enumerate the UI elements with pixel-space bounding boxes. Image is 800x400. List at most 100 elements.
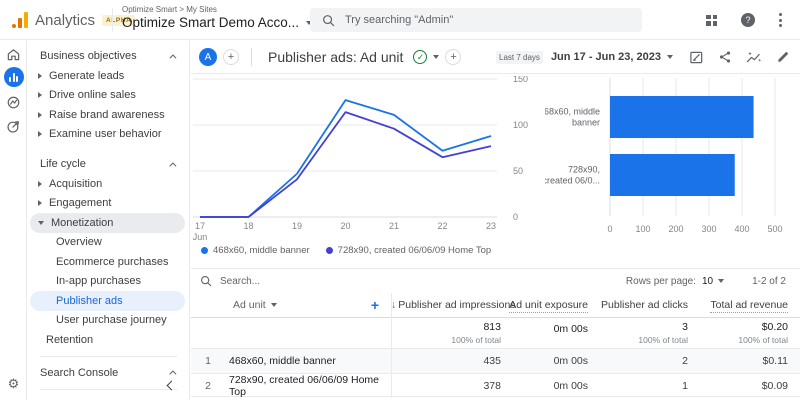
- column-header-impressions[interactable]: ↓ Publisher ad impressions: [391, 299, 516, 311]
- chart-legend: 468x60, middle banner 728x90, created 06/…: [201, 245, 491, 256]
- svg-text:200: 200: [668, 224, 683, 234]
- app-bar: Analytics ALPHA Optimize Smart > My Site…: [0, 0, 800, 40]
- chevron-down-icon: [270, 303, 277, 307]
- expand-arrow-icon: [38, 131, 42, 138]
- report-sidebar: Business objectives Generate leads Drive…: [28, 41, 190, 400]
- sidebar-item-generate-leads[interactable]: Generate leads: [28, 66, 189, 86]
- table-search-input[interactable]: Search...: [220, 275, 261, 287]
- divider: [40, 355, 177, 357]
- table-header-row: Ad unit + ↓ Publisher ad impressions Ad u…: [191, 293, 800, 318]
- sort-desc-icon: ↓: [391, 299, 397, 311]
- analytics-logo-icon: [12, 12, 28, 28]
- svg-text:468x60, middle: 468x60, middle: [545, 107, 600, 117]
- collapse-arrow-icon: [38, 220, 44, 225]
- legend-item[interactable]: 728x90, created 06/06/09 Home Top: [325, 245, 491, 256]
- chevron-up-icon: [169, 53, 177, 61]
- sidebar-item-overview[interactable]: Overview: [56, 236, 102, 249]
- ad-unit-name: 728x90, created 06/06/09 Home Top: [229, 374, 380, 398]
- expand-arrow-icon: [38, 92, 42, 99]
- breadcrumb: Optimize Smart > My Sites: [122, 5, 217, 14]
- search-icon: [200, 275, 212, 287]
- date-range[interactable]: Jun 17 - Jun 23, 2023: [550, 51, 661, 63]
- svg-text:400: 400: [734, 224, 749, 234]
- advertising-icon[interactable]: [0, 119, 27, 134]
- edit-pencil-icon[interactable]: [776, 50, 790, 64]
- help-icon[interactable]: ?: [741, 13, 755, 27]
- sidebar-item-ecommerce-purchases[interactable]: Ecommerce purchases: [56, 255, 169, 268]
- add-column-button[interactable]: +: [370, 297, 379, 313]
- svg-text:0: 0: [513, 212, 518, 222]
- ad-unit-name: 468x60, middle banner: [229, 355, 336, 367]
- sidebar-item-engagement[interactable]: Engagement: [28, 194, 189, 214]
- sidebar-item-drive-online-sales[interactable]: Drive online sales: [28, 86, 189, 106]
- reports-icon[interactable]: [0, 67, 27, 87]
- sidebar-item-publisher-ads[interactable]: Publisher ads: [30, 291, 185, 311]
- svg-text:0: 0: [607, 224, 612, 234]
- svg-text:300: 300: [701, 224, 716, 234]
- table-row[interactable]: 1 468x60, middle banner 435 0m 00s 2 $0.…: [191, 348, 800, 373]
- insights-icon[interactable]: [746, 50, 762, 64]
- svg-text:banner: banner: [572, 118, 600, 128]
- main-content: A + Publisher ads: Ad unit ✓ + Last 7 da…: [191, 41, 800, 400]
- svg-text:150: 150: [513, 76, 528, 84]
- chevron-down-icon[interactable]: [667, 55, 673, 59]
- customize-report-icon[interactable]: [689, 50, 704, 65]
- chevron-up-icon: [169, 370, 177, 378]
- svg-text:20: 20: [340, 221, 350, 231]
- chevron-left-icon: [166, 380, 177, 391]
- search-input[interactable]: Try searching "Admin": [310, 8, 642, 32]
- chevron-down-icon[interactable]: [433, 55, 440, 59]
- home-icon[interactable]: [0, 47, 27, 62]
- column-header-clicks[interactable]: Publisher ad clicks: [601, 299, 688, 311]
- collapse-sidebar-button[interactable]: [166, 380, 177, 392]
- more-vert-icon[interactable]: [779, 13, 782, 27]
- expand-arrow-icon: [38, 72, 42, 79]
- rows-per-page-select[interactable]: 10: [702, 276, 725, 287]
- account-switcher[interactable]: Optimize Smart > My Sites Optimize Smart…: [122, 5, 313, 30]
- charts-panel: 0 50 100 150 17 18 19 20 21 22 23 Jun 0 100 200 300 400…: [191, 74, 800, 267]
- section-business-objectives[interactable]: Business objectives: [28, 46, 189, 66]
- expand-arrow-icon: [38, 111, 42, 118]
- report-title: Publisher ads: Ad unit: [268, 49, 404, 65]
- add-report-button[interactable]: +: [445, 49, 462, 65]
- account-name: Optimize Smart Demo Acco...: [122, 15, 300, 30]
- add-comparison-button[interactable]: +: [223, 49, 239, 65]
- sidebar-item-retention[interactable]: Retention: [46, 333, 94, 346]
- section-search-console[interactable]: Search Console: [28, 363, 189, 383]
- data-quality-check-icon[interactable]: ✓: [413, 50, 428, 64]
- table-row[interactable]: 2 728x90, created 06/06/09 Home Top 378 …: [191, 373, 800, 398]
- sidebar-item-monetization[interactable]: Monetization: [30, 213, 185, 233]
- apps-grid-icon[interactable]: [706, 14, 717, 26]
- totals-impressions: 813 100% of total: [451, 321, 501, 345]
- admin-gear-icon[interactable]: ⚙: [7, 376, 20, 391]
- legend-dot-icon: [201, 247, 208, 254]
- sidebar-item-in-app-purchases[interactable]: In-app purchases: [56, 275, 141, 288]
- share-icon[interactable]: [718, 50, 732, 64]
- section-life-cycle[interactable]: Life cycle: [28, 154, 189, 174]
- line-chart[interactable]: 0 50 100 150 17 18 19 20 21 22 23 Jun: [191, 76, 539, 244]
- sidebar-item-raise-brand-awareness[interactable]: Raise brand awareness: [28, 105, 189, 125]
- alpha-badge: ALPHA: [102, 14, 136, 26]
- column-header-exposure[interactable]: Ad unit exposure: [509, 299, 588, 313]
- product-name: Analytics: [35, 11, 96, 29]
- svg-text:100: 100: [635, 224, 650, 234]
- search-placeholder: Try searching "Admin": [345, 14, 454, 26]
- legend-item[interactable]: 468x60, middle banner: [201, 245, 310, 256]
- explore-icon[interactable]: [0, 95, 27, 110]
- column-header-ad-unit[interactable]: Ad unit +: [233, 297, 379, 313]
- comparison-chip[interactable]: A: [199, 48, 217, 66]
- column-header-revenue[interactable]: Total ad revenue: [710, 299, 788, 313]
- sidebar-item-examine-user-behavior[interactable]: Examine user behavior: [28, 125, 189, 145]
- rows-per-page-label: Rows per page:: [625, 275, 696, 287]
- chevron-up-icon: [169, 161, 177, 169]
- svg-text:100: 100: [513, 120, 528, 130]
- pagination-status: 1-2 of 2: [752, 275, 786, 287]
- totals-revenue: $0.20 100% of total: [738, 321, 788, 345]
- divider: [251, 48, 252, 66]
- analytics-logo[interactable]: Analytics ALPHA: [12, 0, 136, 40]
- svg-text:500: 500: [767, 224, 782, 234]
- sidebar-item-acquisition[interactable]: Acquisition: [28, 174, 189, 194]
- svg-text:17: 17: [195, 221, 205, 231]
- sidebar-item-user-purchase-journey[interactable]: User purchase journey: [56, 314, 167, 327]
